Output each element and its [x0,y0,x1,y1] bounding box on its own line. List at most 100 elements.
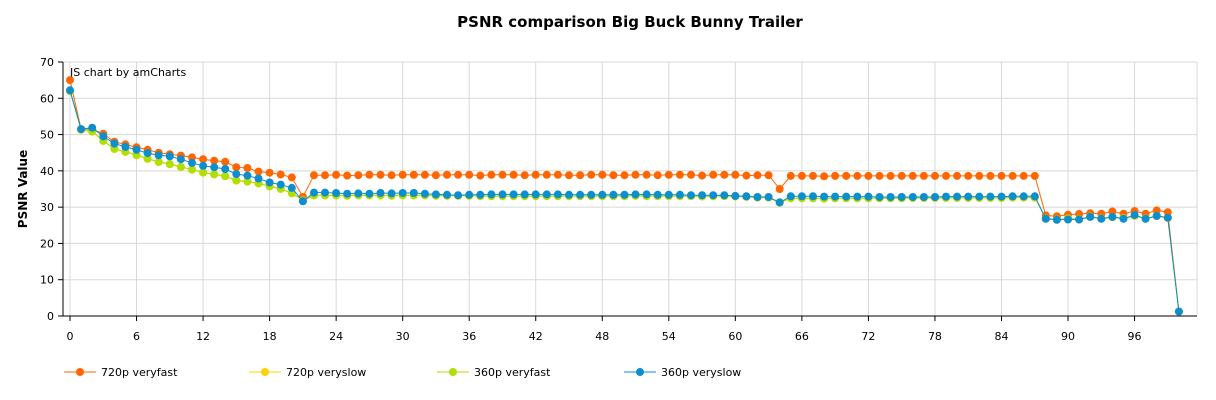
data-point[interactable] [276,170,285,179]
data-point[interactable] [809,171,817,180]
data-point[interactable] [487,190,496,199]
data-point[interactable] [576,190,585,199]
data-point[interactable] [443,170,451,179]
data-point[interactable] [1075,215,1084,224]
data-point[interactable] [553,190,562,199]
data-point[interactable] [908,193,917,201]
data-point[interactable] [831,171,840,180]
data-point[interactable] [1019,171,1028,180]
data-point[interactable] [420,189,429,198]
data-point[interactable] [454,191,463,200]
data-point[interactable] [77,125,86,134]
legend-item[interactable]: 360p veryfast [437,366,551,379]
data-point[interactable] [709,170,718,179]
data-point[interactable] [609,190,618,199]
data-point[interactable] [88,123,97,132]
data-point[interactable] [786,192,795,201]
data-point[interactable] [188,158,196,167]
data-point[interactable] [642,170,651,179]
data-point[interactable] [365,189,374,198]
data-point[interactable] [1163,213,1172,222]
data-point[interactable] [942,192,950,201]
data-point[interactable] [986,171,995,180]
data-point[interactable] [66,86,74,95]
data-point[interactable] [210,170,219,179]
data-point[interactable] [631,190,640,199]
data-point[interactable] [343,171,352,180]
data-point[interactable] [820,172,829,181]
data-point[interactable] [1086,212,1095,221]
data-point[interactable] [642,190,651,199]
data-point[interactable] [986,192,995,201]
data-point[interactable] [221,157,230,166]
data-point[interactable] [465,170,474,179]
data-point[interactable] [598,170,607,179]
data-point[interactable] [1008,171,1017,180]
data-point[interactable] [465,190,474,199]
data-point[interactable] [265,178,274,187]
data-point[interactable] [576,171,585,180]
data-point[interactable] [398,189,407,197]
data-point[interactable] [99,132,108,141]
data-point[interactable] [165,152,174,161]
data-point[interactable] [232,176,241,185]
data-point[interactable] [720,170,729,179]
data-point[interactable] [842,171,851,180]
data-point[interactable] [609,171,618,180]
data-point[interactable] [199,161,208,170]
data-point[interactable] [509,190,518,199]
data-point[interactable] [376,189,385,197]
data-point[interactable] [254,174,263,183]
data-point[interactable] [321,171,329,180]
data-point[interactable] [1163,208,1172,217]
data-point[interactable] [354,171,363,180]
data-point[interactable] [498,190,507,199]
data-point[interactable] [143,149,152,158]
data-point[interactable] [188,165,196,174]
data-point[interactable] [321,188,329,197]
data-point[interactable] [553,170,562,179]
data-point[interactable] [454,170,463,179]
data-point[interactable] [1041,214,1050,223]
data-point[interactable] [964,171,973,180]
data-point[interactable] [165,160,174,168]
data-point[interactable] [431,171,440,180]
data-point[interactable] [476,190,485,199]
data-point[interactable] [188,153,196,162]
data-point[interactable] [931,171,939,180]
data-point[interactable] [753,171,762,180]
data-point[interactable] [820,192,829,201]
data-point[interactable] [132,145,141,154]
data-point[interactable] [431,190,440,199]
data-point[interactable] [1008,192,1017,201]
data-point[interactable] [176,162,185,171]
data-point[interactable] [698,171,707,180]
legend-item[interactable]: 720p veryfast [64,366,178,379]
data-point[interactable] [942,171,950,180]
data-point[interactable] [831,192,840,201]
data-point[interactable] [1152,211,1161,220]
data-point[interactable] [498,170,507,179]
data-point[interactable] [720,191,729,200]
data-point[interactable] [310,188,318,197]
data-point[interactable] [731,191,740,200]
data-point[interactable] [265,168,274,177]
data-point[interactable] [842,192,851,201]
data-point[interactable] [1130,211,1139,220]
data-point[interactable] [354,189,363,198]
data-point[interactable] [753,193,762,201]
data-point[interactable] [797,192,806,201]
data-point[interactable] [675,170,684,179]
data-point[interactable] [853,192,862,201]
data-point[interactable] [908,171,917,180]
data-point[interactable] [531,190,540,199]
data-point[interactable] [1064,215,1072,224]
data-point[interactable] [786,171,795,180]
data-point[interactable] [298,197,307,206]
data-point[interactable] [1030,171,1039,180]
data-point[interactable] [620,171,629,180]
data-point[interactable] [1141,214,1150,223]
data-point[interactable] [764,171,773,180]
data-point[interactable] [775,185,784,193]
data-point[interactable] [520,171,529,180]
